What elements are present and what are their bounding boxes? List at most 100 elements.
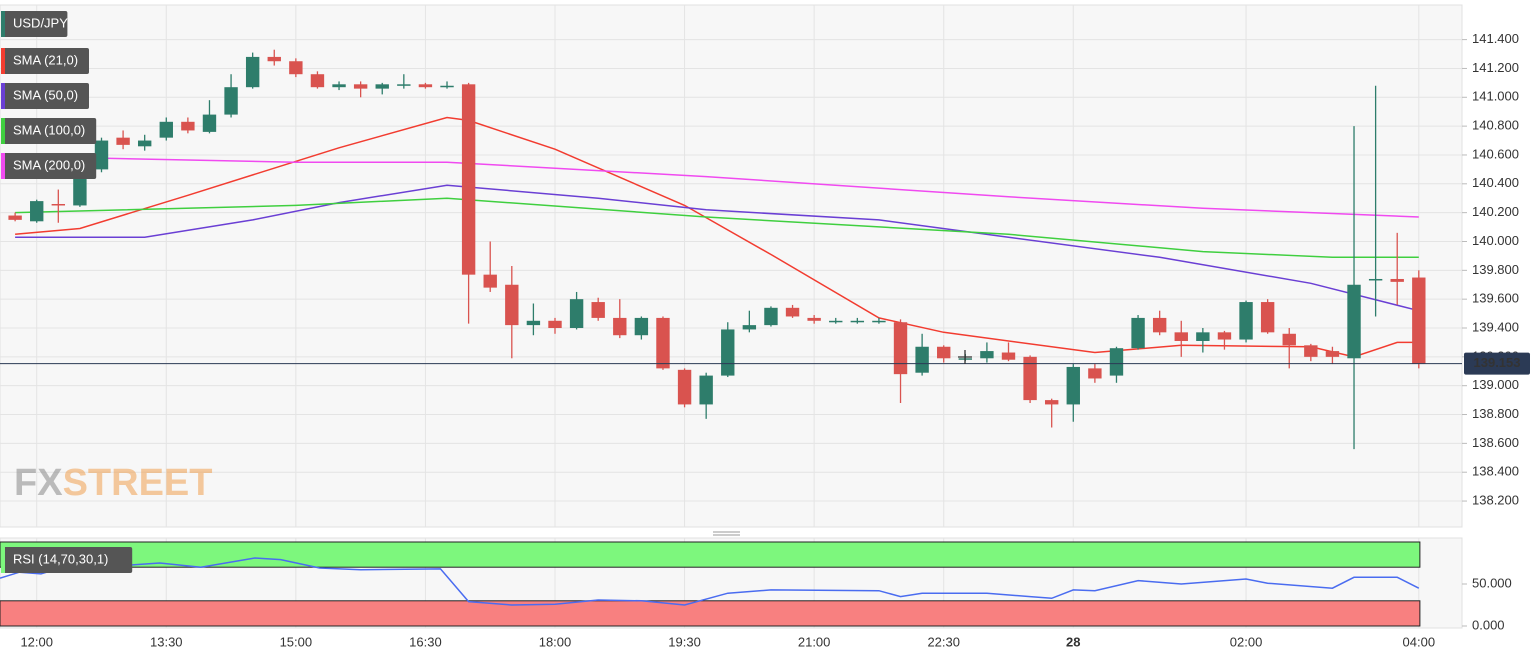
candle-body <box>1347 284 1361 359</box>
y-tick-label: 141.200 <box>1472 60 1519 75</box>
legend-item: SMA (21,0) <box>1 48 89 74</box>
candle-body <box>1282 333 1296 346</box>
y-tick-label: 140.400 <box>1472 175 1519 190</box>
y-tick-label: 140.600 <box>1472 146 1519 161</box>
candle-body <box>980 351 994 359</box>
legend-swatch <box>1 48 5 74</box>
y-tick-label: 138.800 <box>1472 406 1519 421</box>
candle-body <box>224 87 238 115</box>
candle-body <box>332 84 346 88</box>
candle-body <box>245 56 260 88</box>
watermark-street: STREET <box>63 462 213 504</box>
y-tick-label: 139.600 <box>1472 291 1519 306</box>
indicator-line <box>0 557 1420 606</box>
candle-body <box>764 307 778 326</box>
candle-body <box>548 320 562 329</box>
y-tick-label: 140.000 <box>1472 233 1519 248</box>
legend-label: SMA (21,0) <box>13 52 78 67</box>
legend-box <box>1 48 89 74</box>
candle-body <box>1001 352 1016 360</box>
legend-swatch <box>1 118 5 144</box>
indicator-line <box>15 155 1419 218</box>
candle-body <box>742 325 757 330</box>
y-tick-label: 139.000 <box>1472 377 1519 392</box>
candle-body <box>1368 278 1383 281</box>
x-tick-label: 18:00 <box>539 634 572 649</box>
crosshair <box>958 350 972 364</box>
x-tick-label: 13:30 <box>150 634 183 649</box>
y-tick-label: 139.400 <box>1472 319 1519 334</box>
indicator-line <box>15 184 1419 312</box>
y-tick-label: 0.000 <box>1472 617 1505 632</box>
candle-body <box>721 329 735 376</box>
candle-body <box>1066 366 1080 405</box>
candle-body <box>181 121 195 131</box>
x-tick-label: 16:30 <box>409 634 442 649</box>
legend-item: SMA (50,0) <box>1 83 89 109</box>
candle-body <box>807 317 821 321</box>
candle-body <box>202 114 217 132</box>
y-tick-label: 138.200 <box>1472 492 1519 507</box>
candle-body <box>418 84 433 88</box>
candle-body <box>1390 278 1404 282</box>
candle-body <box>289 61 303 75</box>
candle-body <box>893 322 908 375</box>
indicator-line <box>15 197 1419 259</box>
y-tick-label: 50.000 <box>1472 575 1512 590</box>
last-price-label: 139.153 <box>1474 355 1521 370</box>
candle-body <box>1023 356 1037 401</box>
legend-box <box>1 11 68 37</box>
candle-body <box>30 201 44 222</box>
x-tick-label: 19:30 <box>668 634 701 649</box>
y-tick-label: 140.200 <box>1472 204 1519 219</box>
candle-body <box>1109 348 1124 376</box>
candle-body <box>1152 317 1167 333</box>
candle-body <box>785 307 800 317</box>
legend-label: SMA (50,0) <box>13 87 78 102</box>
candle-body <box>850 320 865 323</box>
watermark: FXSTREET <box>14 462 212 504</box>
candle-body <box>137 140 152 147</box>
legend-rsi: RSI (14,70,30,1) <box>1 547 133 573</box>
candle-body <box>699 375 713 405</box>
legend-box <box>1 83 89 109</box>
legend-symbol: USD/JPY <box>1 11 68 37</box>
candle-body <box>353 84 368 89</box>
x-tick-label: 21:00 <box>798 634 831 649</box>
x-tick-label: 02:00 <box>1230 634 1263 649</box>
candle-body <box>94 140 109 170</box>
candle-body <box>8 215 22 220</box>
legend-swatch <box>1 11 5 37</box>
legend-swatch <box>1 83 5 109</box>
oversold-zone <box>0 600 1421 627</box>
x-tick-label: 15:00 <box>280 634 313 649</box>
legend-swatch <box>1 153 5 179</box>
candle-body <box>634 317 649 336</box>
x-tick-label: 04:00 <box>1403 634 1436 649</box>
candle-body <box>915 346 929 373</box>
candle-body <box>116 137 130 145</box>
candle-body <box>1304 345 1318 357</box>
candle-body <box>526 320 541 326</box>
candle-body <box>267 56 281 62</box>
legend-box <box>1 118 97 144</box>
legend-item: SMA (200,0) <box>1 153 97 179</box>
candle-body <box>1088 368 1102 379</box>
candle-body <box>375 84 389 89</box>
last-price-box <box>1464 352 1530 375</box>
candle-body <box>159 121 173 138</box>
candle-body <box>461 84 476 275</box>
candle-body <box>310 74 325 88</box>
y-tick-label: 138.400 <box>1472 464 1519 479</box>
candle-body <box>569 299 584 329</box>
legend-label: USD/JPY <box>13 15 68 30</box>
candle-body <box>1239 302 1253 340</box>
overbought-zone <box>0 541 1421 568</box>
candle-body <box>1412 277 1426 364</box>
candle-body <box>1217 332 1232 340</box>
candle-body <box>483 274 497 288</box>
candle-body <box>440 85 454 88</box>
legend-item: SMA (100,0) <box>1 118 97 144</box>
indicator-line <box>15 116 1419 358</box>
